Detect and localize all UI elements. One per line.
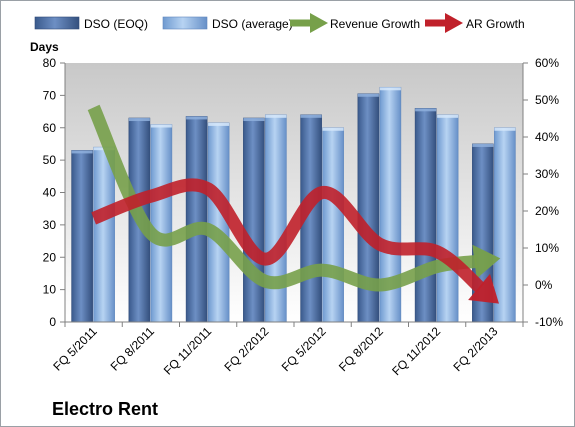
bar-dso-average-2 bbox=[207, 122, 230, 323]
x-tick-label: FQ 8/2011 bbox=[108, 324, 158, 374]
bar-cap-dso-eoq-0 bbox=[71, 150, 93, 154]
bar-cap-dso-average-3 bbox=[265, 114, 287, 118]
x-tick-label: FQ 2/2013 bbox=[451, 324, 501, 374]
bar-dso-average-0 bbox=[93, 146, 115, 323]
y-tick-label: 80 bbox=[43, 56, 57, 70]
y2-tick-label: 50% bbox=[535, 93, 559, 107]
line-ar-growth bbox=[91, 178, 485, 294]
bar-dso-average-4 bbox=[322, 127, 344, 323]
legend-label-dso-eoq: DSO (EOQ) bbox=[84, 17, 148, 31]
bar-dso-average-3 bbox=[265, 114, 287, 323]
arrowhead-revenue-growth bbox=[472, 244, 501, 279]
legend-arrow-ar-growth bbox=[425, 13, 463, 33]
legend-swatch-dso-average bbox=[162, 16, 208, 30]
bar-cap-dso-average-5 bbox=[379, 87, 401, 91]
y2-tick-label: -10% bbox=[535, 315, 563, 329]
y2-tick-label: 0% bbox=[535, 278, 553, 292]
y-axis-label: Days bbox=[30, 40, 59, 54]
bar-cap-dso-eoq-4 bbox=[300, 114, 322, 118]
bar-cap-dso-eoq-7 bbox=[472, 143, 494, 147]
legend-label-revenue-growth: Revenue Growth bbox=[330, 17, 420, 31]
bar-cap-dso-eoq-5 bbox=[357, 93, 379, 97]
bar-cap-dso-eoq-6 bbox=[415, 108, 437, 112]
legend-label-ar-growth: AR Growth bbox=[466, 17, 525, 31]
bar-cap-dso-average-2 bbox=[208, 122, 230, 126]
y-tick-label: 40 bbox=[43, 186, 57, 200]
y2-tick-label: 20% bbox=[535, 204, 559, 218]
x-tick-label: FQ 5/2011 bbox=[50, 324, 100, 374]
bar-dso-eoq-3 bbox=[243, 117, 265, 323]
legend-label-dso-average: DSO (average) bbox=[212, 17, 293, 31]
x-tick-label: FQ 5/2012 bbox=[279, 324, 329, 374]
y2-tick-label: 30% bbox=[535, 167, 559, 181]
x-tick-label: FQ 8/2012 bbox=[336, 324, 386, 374]
bar-cap-dso-average-7 bbox=[494, 127, 516, 131]
bar-dso-average-7 bbox=[494, 127, 516, 323]
bar-cap-dso-eoq-2 bbox=[186, 116, 208, 120]
bar-cap-dso-eoq-3 bbox=[243, 118, 265, 122]
legend-arrow-revenue-growth bbox=[290, 13, 328, 33]
y2-tick-label: 40% bbox=[535, 130, 559, 144]
x-tick-label: FQ 11/2012 bbox=[389, 324, 443, 378]
y-tick-label: 10 bbox=[43, 283, 57, 297]
y-tick-label: 0 bbox=[49, 315, 56, 329]
bar-dso-eoq-6 bbox=[414, 108, 437, 323]
bar-dso-eoq-2 bbox=[185, 116, 208, 323]
bar-dso-average-1 bbox=[150, 124, 173, 323]
y-tick-label: 20 bbox=[43, 250, 57, 264]
arrowhead-ar-growth bbox=[468, 273, 499, 304]
y-tick-label: 30 bbox=[43, 218, 57, 232]
company-title: Electro Rent bbox=[52, 399, 158, 419]
y2-tick-label: 60% bbox=[535, 56, 559, 70]
y2-tick-label: 10% bbox=[535, 241, 559, 255]
bar-cap-dso-average-6 bbox=[437, 114, 459, 118]
legend: DSO (EOQ) DSO (average) Revenue Growth A… bbox=[34, 13, 525, 33]
bar-cap-dso-average-4 bbox=[322, 127, 344, 131]
bar-dso-eoq-0 bbox=[71, 150, 93, 323]
legend-swatch-dso-eoq bbox=[34, 16, 80, 30]
y-tick-label: 50 bbox=[43, 153, 57, 167]
bar-cap-dso-average-1 bbox=[150, 124, 172, 128]
bar-cap-dso-eoq-1 bbox=[128, 118, 150, 122]
line-revenue-growth bbox=[87, 104, 478, 292]
bar-dso-average-6 bbox=[436, 114, 459, 323]
lines-layer bbox=[87, 104, 501, 304]
x-tick-label: FQ 2/2012 bbox=[222, 324, 272, 374]
x-tick-label: FQ 11/2011 bbox=[161, 324, 215, 378]
y-tick-label: 60 bbox=[43, 121, 57, 135]
y-tick-label: 70 bbox=[43, 88, 57, 102]
